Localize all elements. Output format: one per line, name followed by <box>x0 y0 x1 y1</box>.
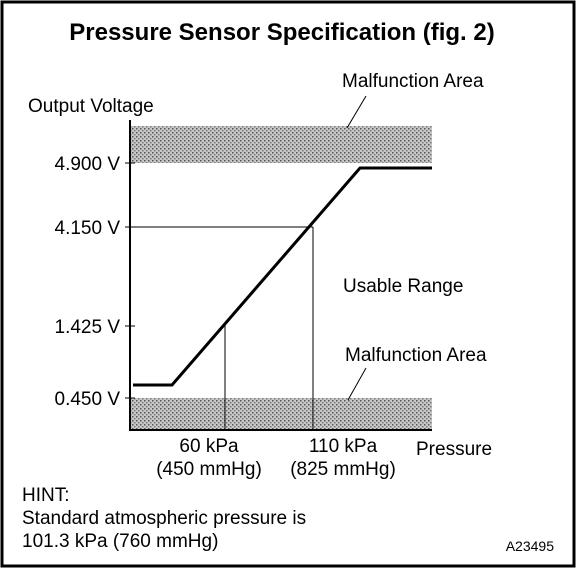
callout-line <box>347 367 367 401</box>
y-tick-label: 4.900 V <box>55 154 121 175</box>
hint-heading: HINT: <box>22 485 70 506</box>
upper-malfunction-area <box>131 126 432 163</box>
hint-line: 101.3 kPa (760 mmHg) <box>22 531 218 552</box>
output-curve <box>133 166 432 387</box>
x-tick-label: 110 kPa <box>309 436 378 457</box>
region-label: Usable Range <box>343 276 463 297</box>
x-tick-label: 60 kPa <box>179 436 239 457</box>
region-label: Malfunction Area <box>342 71 484 92</box>
y-axis-label: Output Voltage <box>28 96 154 117</box>
x-tick-label: (450 mmHg) <box>156 459 262 480</box>
y-tick-label: 0.450 V <box>55 389 121 410</box>
x-tick-label: (825 mmHg) <box>290 459 396 480</box>
y-tick-label: 1.425 V <box>55 317 121 338</box>
y-tick-label: 4.150 V <box>55 218 121 239</box>
lower-malfunction-area <box>131 398 432 430</box>
region-label: Malfunction Area <box>345 345 487 366</box>
figure-id: A23495 <box>506 538 554 554</box>
hint-line: Standard atmospheric pressure is <box>22 508 306 529</box>
callout-line <box>346 95 367 129</box>
title: Pressure Sensor Specification (fig. 2) <box>69 19 494 46</box>
x-axis-label: Pressure <box>416 439 492 460</box>
